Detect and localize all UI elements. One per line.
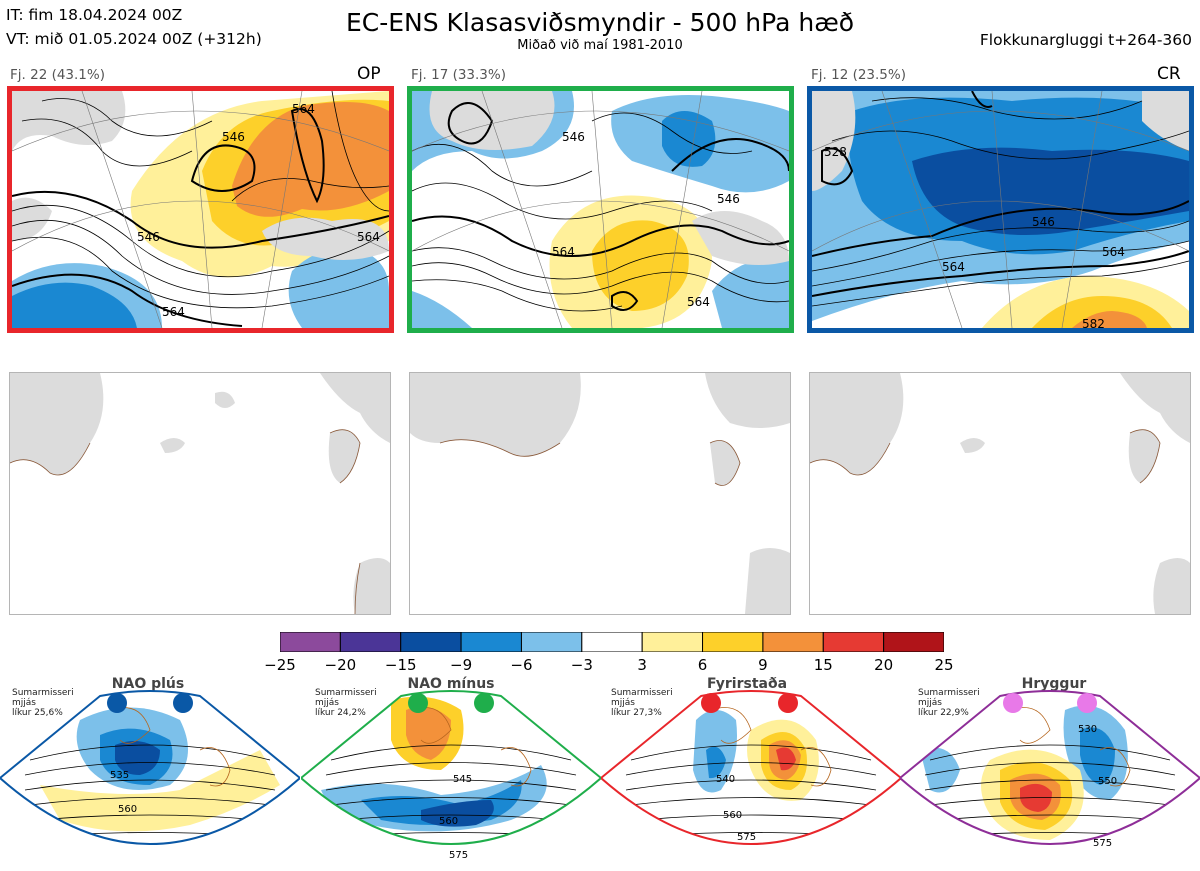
empty-map-2	[409, 372, 791, 615]
colorbar-segment	[339, 632, 402, 652]
regime-3-note: Sumarmisseri mjjás líkur 27,3%	[611, 688, 673, 718]
probability-label: líkur 22,9%	[918, 708, 969, 718]
contour-label: 546	[1032, 215, 1055, 229]
contour-label: 564	[1102, 245, 1125, 259]
colorbar-tick-label: 20	[874, 656, 894, 674]
colorbar-segment	[762, 632, 824, 652]
valid-time: VT: mið 01.05.2024 00Z (+312h)	[6, 30, 262, 48]
colorbar-tick-label: 6	[697, 656, 708, 674]
regime-4-note: Sumarmisseri mjjás líkur 22,9%	[918, 688, 980, 718]
anomaly-negative-left	[412, 291, 472, 328]
contour-label: 564	[552, 245, 575, 259]
regime-1-name: NAO plús	[111, 676, 185, 692]
colorbar-tick-label: 9	[758, 656, 768, 674]
contour-label: 564	[162, 305, 185, 319]
anomaly-positive-6	[592, 220, 689, 311]
contour-label: 530	[1078, 724, 1097, 735]
probability-label: líkur 27,3%	[611, 708, 662, 718]
contour-label: 575	[449, 850, 468, 861]
colorbar-tick-label: −25	[264, 656, 296, 674]
anomaly-positive-9	[1072, 311, 1147, 328]
contour-label: 545	[453, 774, 472, 785]
season-label: Sumarmisseri	[12, 688, 74, 698]
colorbar-tick-label: 25	[934, 656, 954, 674]
contour-label: 575	[737, 832, 756, 843]
contour-label: 564	[292, 102, 315, 116]
regime-3-name: Fyrirstaða	[706, 676, 788, 692]
colorbar-tick-label: 3	[637, 656, 647, 674]
colorbar-segment	[280, 632, 341, 652]
regime-4-map: 530 550 575	[900, 690, 1200, 871]
colorbar-segment	[702, 632, 764, 652]
empty-map-1	[9, 372, 391, 615]
cluster-1-label: Fj. 22 (43.1%)	[10, 67, 105, 83]
contour-label: 582	[1082, 317, 1105, 328]
contour-label: 546	[137, 230, 160, 244]
colorbar-segment	[883, 632, 944, 652]
classification-window: Flokkunargluggi t+264-360	[979, 31, 1192, 49]
colorbar	[280, 632, 944, 652]
land	[262, 217, 389, 260]
probability-label: líkur 24,2%	[315, 708, 366, 718]
colorbar-tick-label: −20	[324, 656, 357, 674]
cluster-3-map: 528 546 564 564 582	[807, 86, 1194, 333]
regime-2-note: Sumarmisseri mjjás líkur 24,2%	[315, 688, 377, 718]
page-subtitle: Miðað við maí 1981-2010	[517, 38, 683, 53]
contour-label: 560	[118, 804, 137, 815]
contour-label: 575	[1093, 838, 1112, 849]
regime-1-note: Sumarmisseri mjjás líkur 25,6%	[12, 688, 74, 718]
contour-label: 564	[687, 295, 710, 309]
colorbar-tick-label: −3	[570, 656, 593, 674]
cluster-2-map: 546 546 564 564	[407, 86, 794, 333]
contour-label: 528	[824, 145, 847, 159]
months-label: mjjás	[611, 698, 635, 708]
contour-label: 550	[1098, 776, 1117, 787]
colorbar-tick-label: −6	[510, 656, 533, 674]
colorbar-segment	[460, 632, 522, 652]
contour-label: 560	[439, 816, 458, 827]
regime-1-map: 535 560	[0, 690, 300, 871]
contour-label: 546	[562, 130, 585, 144]
regime-4-name: Hryggur	[1021, 676, 1087, 692]
colorbar-tick-label: −15	[384, 656, 417, 674]
contour-label: 560	[723, 810, 742, 821]
cluster-1-map: 546 564 546 564 564	[7, 86, 394, 333]
months-label: mjjás	[315, 698, 339, 708]
regime-2-map: 545 560 575	[301, 690, 601, 871]
regime-3-map: 540 560 575	[601, 690, 901, 871]
regime-2-name: NAO mínus	[407, 676, 495, 692]
anomaly-negative-right	[712, 259, 789, 328]
colorbar-segment	[822, 632, 885, 652]
contour-label: 540	[716, 774, 735, 785]
contour-label: 564	[942, 260, 965, 274]
contour-label: 546	[717, 192, 740, 206]
anomaly-positive-9	[232, 102, 389, 217]
issue-time: IT: fim 18.04.2024 00Z	[6, 6, 183, 24]
colorbar-segment	[400, 632, 462, 652]
colorbar-tick-label: −9	[450, 656, 473, 674]
months-label: mjjás	[918, 698, 942, 708]
cluster-1-tag: OP	[357, 64, 381, 84]
anomaly-negative-6	[12, 282, 137, 328]
months-label: mjjás	[12, 698, 36, 708]
colorbar-tick-label: 15	[813, 656, 833, 674]
contour-label: 535	[110, 770, 129, 781]
season-label: Sumarmisseri	[918, 688, 980, 698]
season-label: Sumarmisseri	[611, 688, 673, 698]
cluster-2-label: Fj. 17 (33.3%)	[411, 67, 506, 83]
empty-map-3	[809, 372, 1191, 615]
anomaly-negative-6	[662, 111, 716, 167]
contour-label: 546	[222, 130, 245, 144]
season-label: Sumarmisseri	[315, 688, 377, 698]
contour-label: 564	[357, 230, 380, 244]
colorbar-segment	[641, 632, 704, 652]
anomaly-negative-right	[288, 248, 389, 328]
land	[1142, 91, 1189, 151]
colorbar-segment	[520, 632, 583, 652]
cluster-3-label: Fj. 12 (23.5%)	[811, 67, 906, 83]
page-title: EC-ENS Klasasviðsmyndir - 500 hPa hæð	[345, 8, 855, 37]
probability-label: líkur 25,6%	[12, 708, 63, 718]
cluster-3-tag: CR	[1157, 64, 1181, 84]
colorbar-segment	[581, 632, 643, 652]
